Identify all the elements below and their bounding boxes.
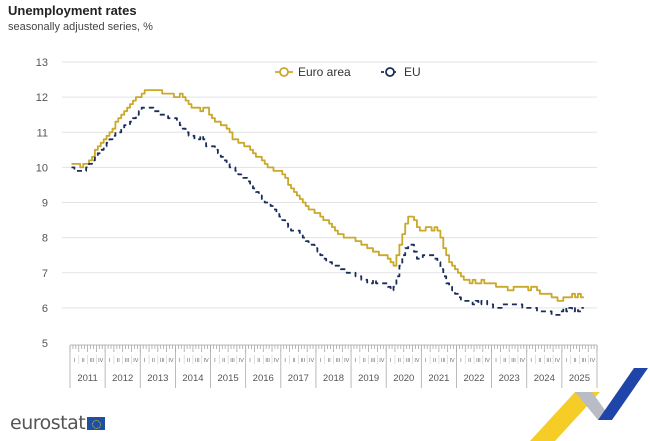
quarter-label: III (406, 358, 411, 364)
quarter-label: IV (133, 358, 139, 364)
quarter-label: I (109, 358, 111, 364)
quarter-label: IV (555, 358, 561, 364)
chart-title: Unemployment rates (8, 3, 137, 18)
quarter-label: III (476, 358, 481, 364)
year-label: 2014 (182, 373, 203, 384)
chart-subtitle: seasonally adjusted series, % (8, 21, 153, 33)
quarter-label: III (90, 358, 95, 364)
eu-flag-icon (87, 416, 106, 430)
quarter-label: II (574, 358, 578, 364)
quarter-label: III (546, 358, 551, 364)
ribbon-blue-icon (598, 368, 648, 420)
quarter-label: III (336, 358, 341, 364)
quarter-label: I (425, 358, 427, 364)
year-label: 2017 (288, 373, 309, 384)
legend-label: EU (404, 65, 421, 79)
quarter-label: I (530, 358, 532, 364)
year-label: 2013 (147, 373, 168, 384)
year-label: 2019 (358, 373, 379, 384)
quarter-label: I (179, 358, 181, 364)
quarter-label: III (265, 358, 270, 364)
quarter-label: II (187, 358, 191, 364)
quarter-label: IV (239, 358, 245, 364)
quarter-label: II (82, 358, 86, 364)
quarter-label: III (125, 358, 130, 364)
year-label: 2011 (77, 373, 97, 384)
quarter-label: III (300, 358, 305, 364)
quarter-label: III (371, 358, 376, 364)
quarter-label: II (468, 358, 472, 364)
y-tick-label: 11 (37, 127, 48, 139)
quarter-label: II (433, 358, 437, 364)
quarter-label: II (328, 358, 332, 364)
quarter-label: I (565, 358, 567, 364)
quarter-label: I (144, 358, 146, 364)
quarter-label: I (390, 358, 392, 364)
y-tick-label: 12 (36, 92, 48, 104)
quarter-label: I (249, 358, 251, 364)
quarter-label: II (292, 358, 296, 364)
quarter-label: IV (204, 358, 210, 364)
quarter-label: IV (520, 358, 526, 364)
logo-text: eurostat (10, 412, 86, 434)
y-tick-label: 5 (42, 338, 48, 350)
y-tick-label: 7 (42, 268, 48, 280)
quarter-label: I (214, 358, 216, 364)
quarter-label: II (538, 358, 542, 364)
quarter-label: IV (309, 358, 315, 364)
legend-marker-icon (385, 67, 395, 77)
year-label: 2021 (428, 373, 449, 384)
quarter-label: I (495, 358, 497, 364)
y-tick-label: 8 (42, 233, 48, 245)
quarter-label: IV (98, 358, 104, 364)
quarter-label: IV (274, 358, 280, 364)
year-label: 2018 (323, 373, 344, 384)
quarter-label: IV (414, 358, 420, 364)
quarter-label: I (460, 358, 462, 364)
year-label: 2016 (253, 373, 274, 384)
ribbon-yellow-icon (530, 392, 600, 441)
y-tick-label: 9 (42, 198, 48, 210)
quarter-label: II (363, 358, 367, 364)
series-line-eu (71, 106, 584, 316)
quarter-label: II (503, 358, 507, 364)
quarter-label: III (160, 358, 165, 364)
quarter-label: II (152, 358, 156, 364)
quarter-label: III (230, 358, 235, 364)
y-tick-label: 6 (42, 303, 48, 315)
quarter-label: II (222, 358, 226, 364)
quarter-label: II (398, 358, 402, 364)
quarter-label: II (117, 358, 121, 364)
quarter-label: III (582, 358, 587, 364)
year-label: 2012 (112, 373, 133, 384)
year-label: 2015 (218, 373, 239, 384)
y-tick-label: 10 (36, 162, 48, 174)
quarter-label: IV (485, 358, 491, 364)
legend-marker-icon (279, 67, 289, 77)
quarter-label: I (74, 358, 76, 364)
quarter-label: IV (168, 358, 174, 364)
quarter-label: III (441, 358, 446, 364)
legend-label: Euro area (298, 65, 351, 79)
quarter-label: IV (449, 358, 455, 364)
ribbon-grey-icon (575, 392, 612, 420)
quarter-label: II (257, 358, 261, 364)
quarter-label: IV (379, 358, 385, 364)
year-label: 2023 (499, 373, 520, 384)
eurostat-logo: eurostat (10, 412, 106, 434)
year-label: 2024 (534, 373, 555, 384)
year-label: 2020 (393, 373, 414, 384)
year-label: 2025 (569, 373, 590, 384)
quarter-label: III (195, 358, 200, 364)
quarter-label: I (355, 358, 357, 364)
quarter-label: IV (590, 358, 596, 364)
quarter-label: IV (344, 358, 350, 364)
quarter-label: I (320, 358, 322, 364)
y-tick-label: 13 (36, 57, 48, 69)
quarter-label: I (284, 358, 286, 364)
quarter-label: III (511, 358, 516, 364)
series-line-euro-area (71, 89, 584, 302)
year-label: 2022 (463, 373, 484, 384)
